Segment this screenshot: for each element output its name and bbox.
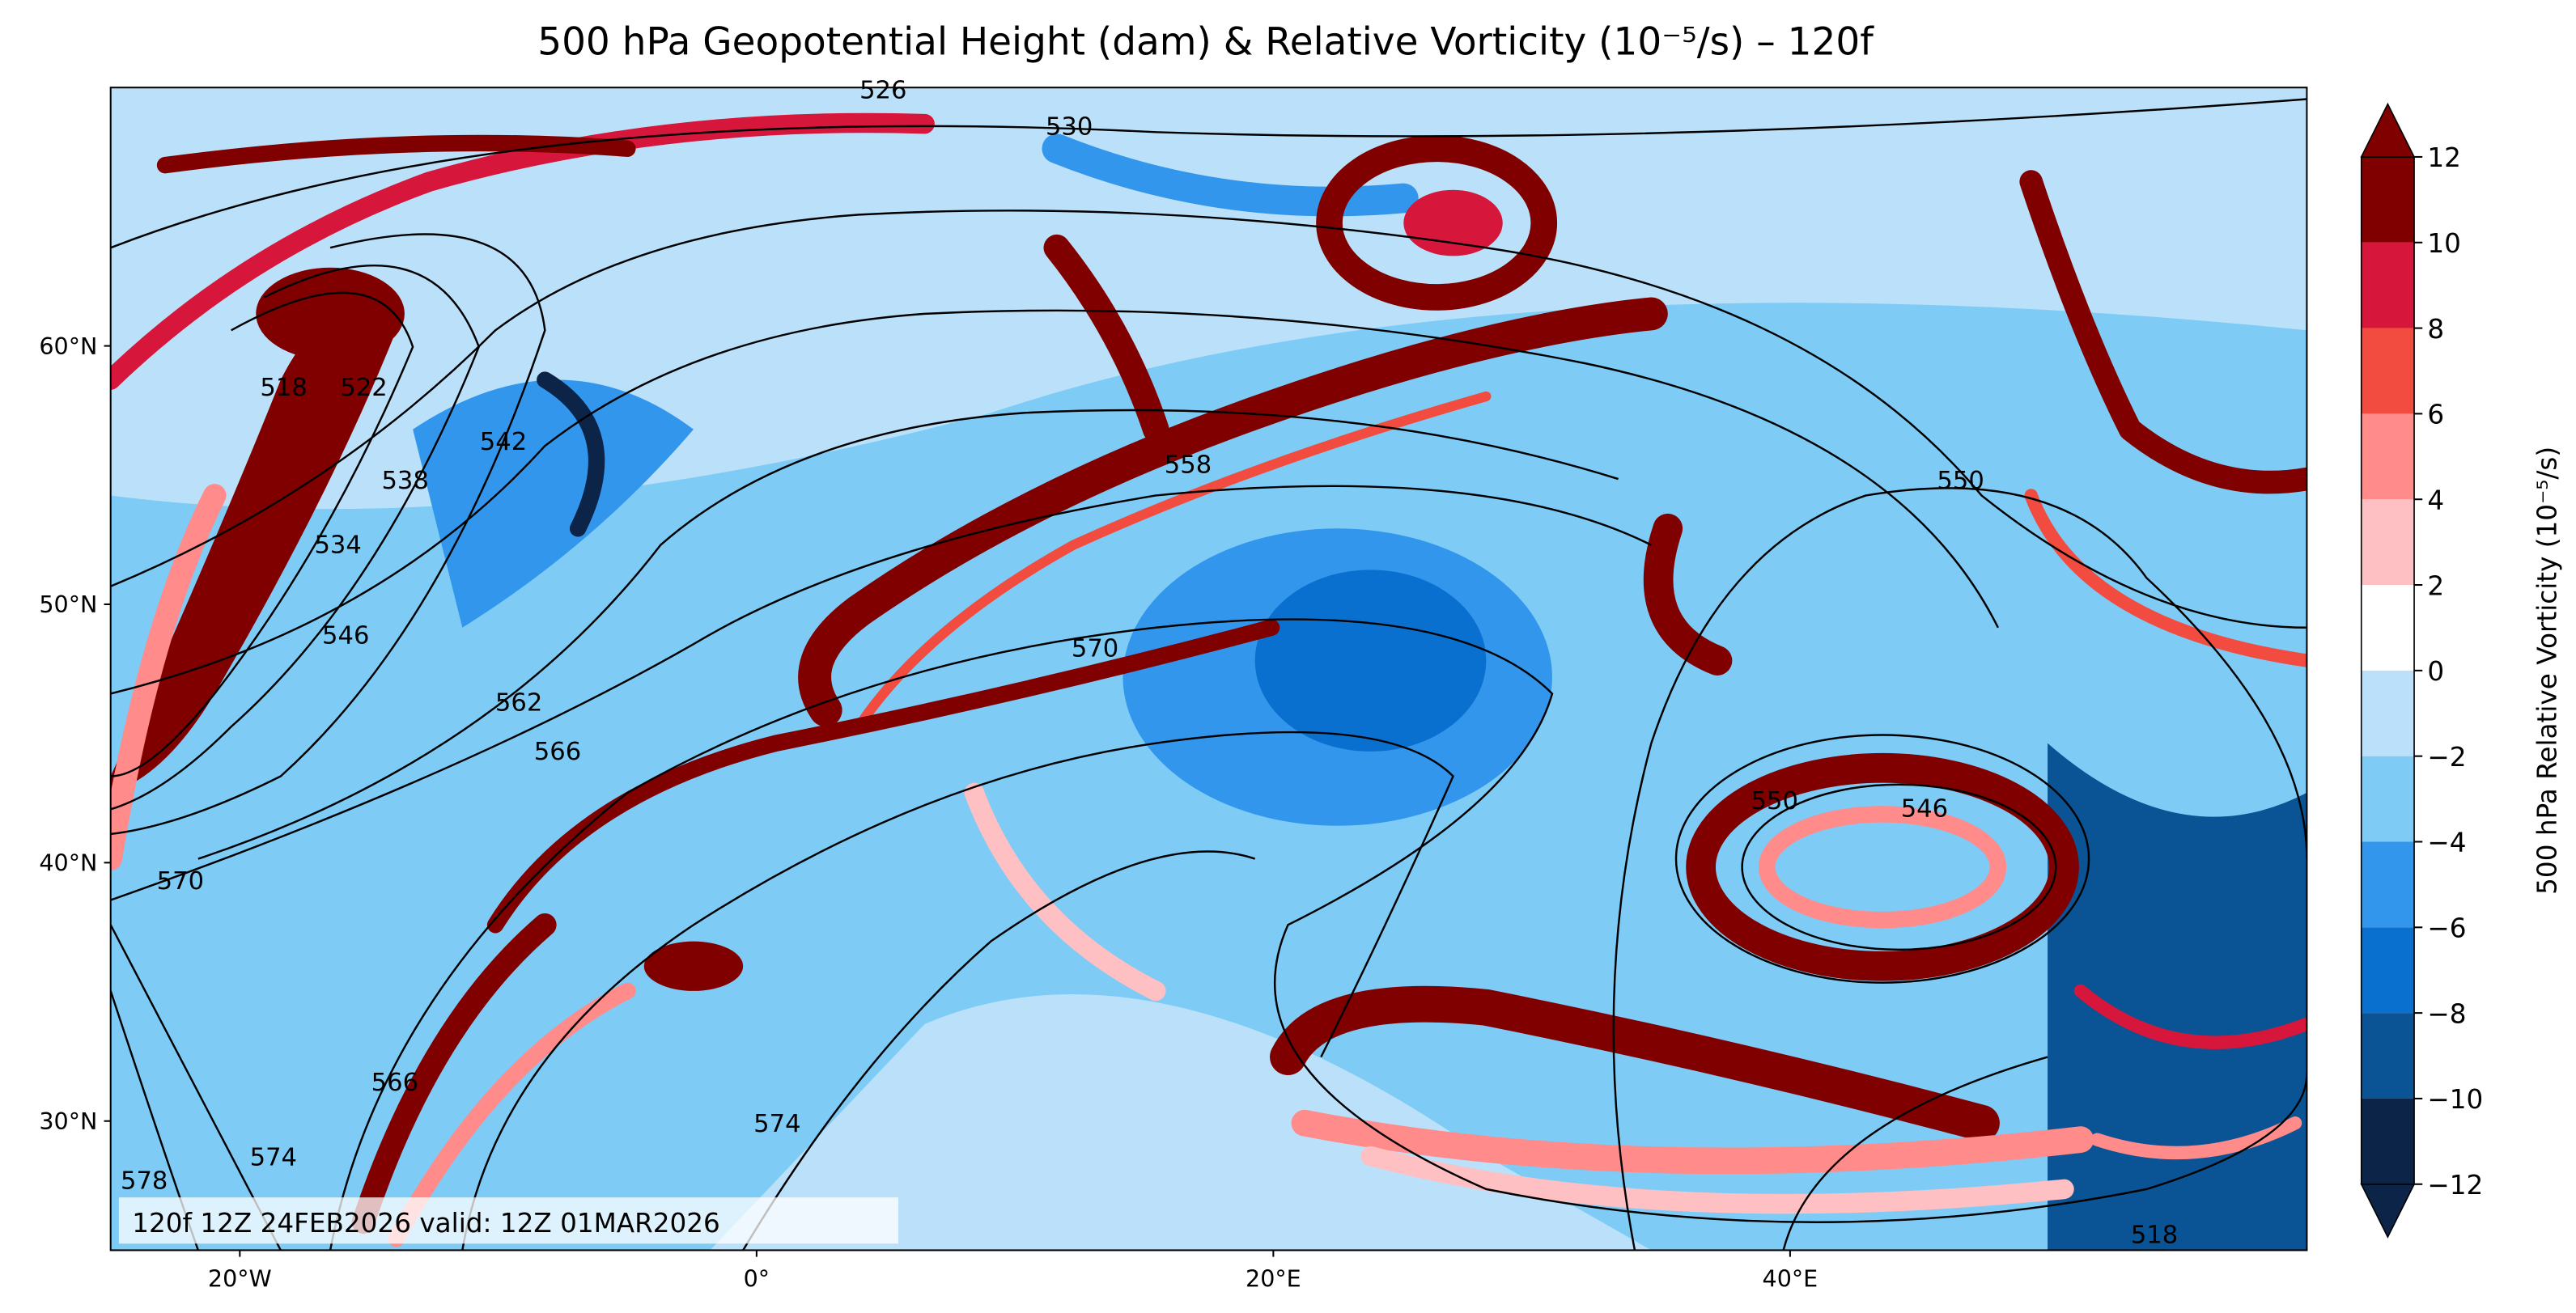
contour-label: 518 [260,374,307,402]
colorbar-tick-label: −4 [2427,828,2466,858]
colorbar-segment [2361,242,2415,328]
colorbar-segment [2361,499,2415,586]
contour-label: 570 [1072,634,1118,663]
contour-label: 538 [381,467,428,495]
contour-label: 530 [1046,112,1093,141]
colorbar-segment [2361,756,2415,842]
x-tick-label: 0° [744,1264,770,1292]
x-tick-label: 40°E [1763,1264,1818,1292]
contour-label: 566 [534,738,581,766]
colorbar-tick-label: 2 [2427,570,2444,601]
y-tick-label: 60°N [39,332,97,360]
y-tick-label: 30°N [39,1108,97,1135]
colorbar-tick-label: −12 [2427,1170,2483,1201]
colorbar-tick-label: −6 [2427,913,2466,944]
contour-label: 574 [753,1110,800,1138]
x-tick-label: 20°E [1246,1264,1301,1292]
colorbar-segment [2361,670,2415,756]
colorbar-segment [2361,927,2415,1014]
y-tick-label: 40°N [39,849,97,877]
colorbar-label: 500 hPa Relative Vorticity (10⁻⁵/s) [2532,447,2563,895]
colorbar-segment [2361,585,2415,671]
contour-label: 522 [340,374,387,402]
contour-label: 566 [371,1069,418,1097]
contour-label: 526 [859,77,906,105]
contour-label: 558 [1165,451,1212,480]
info-box [118,1197,898,1244]
colorbar-segment [2361,1098,2415,1184]
info-text: 120f 12Z 24FEB2026 valid: 12Z 01MAR2026 [132,1208,720,1239]
colorbar-tick-label: −2 [2427,742,2466,773]
x-tick-label: 20°W [208,1264,272,1292]
colorbar-tick-label: 10 [2427,228,2461,259]
colorbar-tick-label: 8 [2427,314,2444,345]
contour-label: 550 [1751,787,1798,815]
contour-label: 550 [1937,467,1984,495]
colorbar-segment [2361,413,2415,500]
colorbar-segment [2361,841,2415,928]
contour-label: 546 [1901,794,1948,823]
colorbar-tick-label: 6 [2427,400,2444,430]
colorbar-tick-label: −10 [2427,1084,2483,1115]
colorbar-tick-label: 12 [2427,142,2461,173]
contour-label: 570 [157,867,204,896]
colorbar-under [2360,1183,2416,1239]
colorbar-segment [2361,328,2415,414]
colorbar-segment [2361,156,2415,243]
contour-label: 546 [322,621,369,650]
colorbar-tick-label: 0 [2427,656,2444,687]
map-frame [109,87,2308,1252]
colorbar-over [2360,102,2416,158]
contour-label: 542 [480,428,527,456]
contour-label: 562 [495,689,542,718]
colorbar-tick-label: 4 [2427,485,2444,515]
colorbar-segment [2361,1013,2415,1099]
contour-label: 574 [250,1144,297,1172]
contour-label: 518 [2131,1221,2178,1249]
colorbar-tick-label: −8 [2427,998,2466,1029]
contour-label: 534 [314,532,361,560]
y-tick-label: 50°N [39,591,97,618]
title: 500 hPa Geopotential Height (dam) & Rela… [537,19,1874,64]
contour-label: 578 [121,1167,168,1195]
vorticity-field [110,87,2307,1251]
